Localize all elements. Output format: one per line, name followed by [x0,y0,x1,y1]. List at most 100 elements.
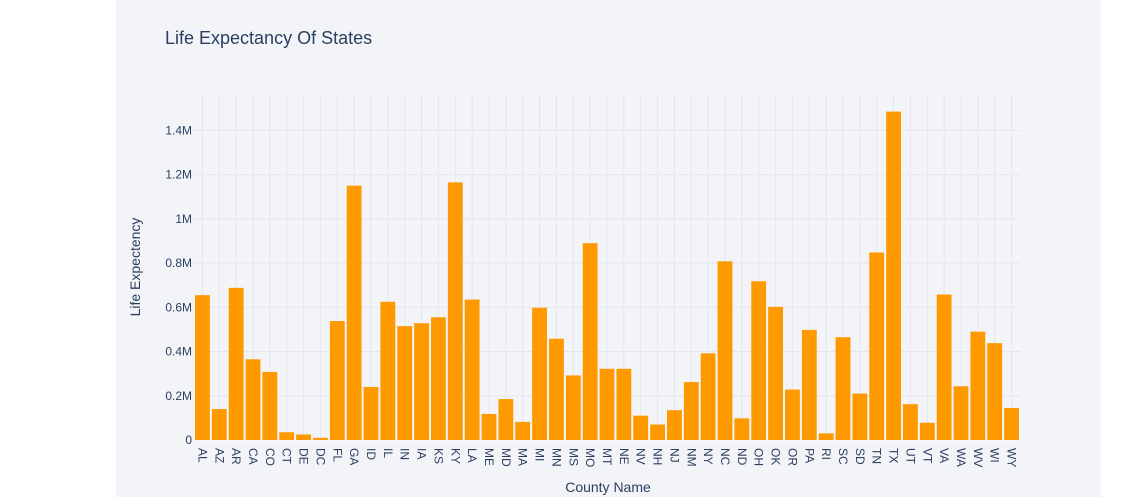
x-tick-label: MO [583,448,597,467]
x-tick-label: WI [988,448,1002,463]
y-tick-label: 0.6M [165,300,192,314]
x-tick-label: NH [651,448,665,465]
y-tick-label: 1M [175,212,192,226]
x-tick-label: SC [836,448,850,465]
bar-ca[interactable] [245,359,261,440]
x-tick-label: DE [297,448,311,465]
y-tick-label: 1.2M [165,168,192,182]
y-tick-label: 0 [185,433,192,447]
bar-ga[interactable] [346,185,362,440]
bar-nh[interactable] [650,424,665,440]
bar-wv[interactable] [970,331,986,440]
bar-wa[interactable] [953,386,969,440]
x-tick-label: VA [937,448,951,463]
bar-ms[interactable] [565,375,581,440]
bar-de[interactable] [296,434,311,440]
x-tick-label: WV [971,448,985,467]
bar-ok[interactable] [768,306,783,440]
x-tick-label: AL [195,448,209,463]
x-tick-label: TX [887,448,901,463]
bar-ri[interactable] [818,433,834,440]
bar-nc[interactable] [717,261,733,440]
bar-or[interactable] [785,389,800,440]
x-axis-title: County Name [565,479,651,495]
bar-mo[interactable] [582,243,598,440]
bar-co[interactable] [262,371,278,440]
x-tick-label: MA [516,448,530,466]
x-tick-label: NC [718,448,732,466]
x-tick-label: FL [330,448,344,462]
chart-title: Life Expectancy Of States [165,28,373,48]
x-tick-label: KS [431,448,445,464]
bar-me[interactable] [481,413,497,440]
x-tick-label: CO [263,448,277,466]
y-axis-ticks: 0 0.2M 0.4M 0.6M 0.8M 1M 1.2M 1.4M [165,123,192,447]
bar-al[interactable] [195,295,210,440]
bar-fl[interactable] [329,321,345,440]
x-tick-label: NE [617,448,631,465]
x-tick-label: RI [819,448,833,460]
bar-in[interactable] [397,326,413,440]
bar-ct[interactable] [279,432,295,440]
x-tick-label: AZ [212,448,226,463]
x-tick-label: NV [634,448,648,465]
bar-ma[interactable] [515,421,531,440]
bar-oh[interactable] [751,281,767,440]
bar-wi[interactable] [987,343,1003,440]
bar-md[interactable] [498,399,514,440]
bar-nj[interactable] [667,410,682,440]
bar-tx[interactable] [886,111,901,440]
x-tick-label: SD [853,448,867,465]
x-tick-label: OK [769,448,783,465]
x-tick-label: IA [415,448,429,459]
x-tick-label: AR [229,448,243,465]
bar-id[interactable] [363,386,379,440]
x-tick-label: MT [600,448,614,466]
bar-ar[interactable] [228,287,244,440]
bar-ut[interactable] [903,404,918,440]
bar-nm[interactable] [683,382,699,440]
bar-dc[interactable] [313,437,328,440]
bar-il[interactable] [380,301,396,440]
x-tick-label: UT [903,448,917,465]
x-tick-label: ME [482,448,496,466]
y-tick-label: 0.4M [165,345,192,359]
bar-nd[interactable] [734,418,750,440]
bar-ks[interactable] [431,317,446,440]
bar-mi[interactable] [532,307,547,440]
bar-mn[interactable] [549,338,564,440]
x-tick-label: TN [870,448,884,464]
x-tick-label: IL [381,448,395,458]
x-tick-label: CT [280,448,294,465]
bar-nv[interactable] [633,415,649,440]
bar-az[interactable] [211,409,227,440]
x-tick-label: OH [752,448,766,466]
x-tick-label: IN [398,448,412,460]
bar-tn[interactable] [869,252,885,440]
y-axis-title: Life Expectency [127,218,143,317]
bar-ky[interactable] [447,182,463,440]
bar-la[interactable] [464,299,480,440]
bar-ia[interactable] [414,323,429,440]
bar-mt[interactable] [599,368,615,440]
x-axis-ticks: AL AZ AR CA CO CT DE DC FL GA ID IL IN IA KS KY LA ME MD MA… [195,448,1018,467]
x-tick-label: MD [499,448,513,467]
x-tick-label: ID [364,448,378,460]
y-tick-label: 0.8M [165,256,192,270]
bar-ne[interactable] [616,368,632,440]
x-tick-label: CA [246,448,260,465]
bar-ny[interactable] [700,353,716,440]
bar-va[interactable] [936,294,952,440]
bar-sc[interactable] [835,337,851,440]
x-tick-label: NM [684,448,698,467]
y-tick-label: 0.2M [165,389,192,403]
bar-vt[interactable] [919,422,935,440]
bar-sd[interactable] [852,393,868,440]
x-tick-label: PA [802,448,816,463]
bar-pa[interactable] [801,329,817,440]
bar-wy[interactable] [1004,407,1019,440]
x-tick-label: NJ [667,448,681,463]
x-tick-label: VT [920,448,934,464]
x-tick-label: LA [465,448,479,463]
